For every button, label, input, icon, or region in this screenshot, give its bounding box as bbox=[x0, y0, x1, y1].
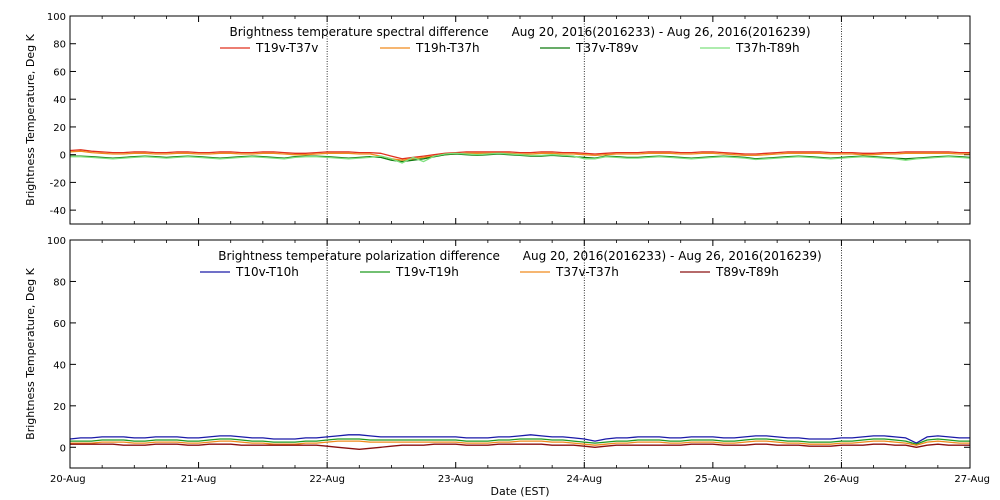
x-tick-label: 24-Aug bbox=[566, 474, 602, 485]
y-tick-label: 0 bbox=[60, 443, 66, 454]
y-tick-label: 60 bbox=[53, 67, 66, 78]
y-tick-label: 40 bbox=[53, 360, 66, 371]
x-tick-label: 26-Aug bbox=[824, 474, 860, 485]
y-tick-label: 40 bbox=[53, 95, 66, 106]
y-tick-label: 80 bbox=[53, 40, 66, 51]
legend-label: T10v-T10h bbox=[235, 265, 299, 279]
series-line-t19v-t37v bbox=[69, 149, 970, 160]
series-line-t37v-t89v bbox=[70, 153, 971, 163]
legend-label: T37v-T89v bbox=[575, 41, 638, 55]
y-tick-label: 60 bbox=[53, 319, 66, 330]
chart-title: Brightness temperature polarization diff… bbox=[218, 249, 821, 263]
series-line-t19v-t19h bbox=[70, 438, 970, 445]
y-axis-label: Brightness Temperature, Deg K bbox=[24, 33, 37, 205]
plot-frame bbox=[69, 239, 971, 469]
x-tick-label: 20-Aug bbox=[50, 474, 86, 485]
legend-label: T19v-T19h bbox=[395, 265, 459, 279]
y-tick-label: -20 bbox=[50, 178, 66, 189]
x-tick-label: 25-Aug bbox=[695, 474, 731, 485]
series-line-t19h-t37h bbox=[69, 150, 970, 161]
y-tick-label: 80 bbox=[53, 277, 66, 288]
y-tick-label: 20 bbox=[53, 402, 66, 413]
legend-label: T19h-T37h bbox=[415, 41, 480, 55]
legend-label: T37h-T89h bbox=[735, 41, 800, 55]
y-tick-label: 0 bbox=[60, 151, 66, 162]
y-axis-label: Brightness Temperature, Deg K bbox=[24, 267, 37, 439]
x-tick-label: 22-Aug bbox=[309, 474, 345, 485]
x-axis-label: Date (EST) bbox=[490, 485, 549, 498]
plot-frame bbox=[69, 15, 971, 225]
x-tick-label: 21-Aug bbox=[181, 474, 217, 485]
y-tick-label: 20 bbox=[53, 123, 66, 134]
series-line-t37v-t37h bbox=[70, 440, 970, 446]
series-line-t37h-t89h bbox=[70, 152, 971, 164]
y-tick-label: -40 bbox=[50, 206, 66, 217]
x-tick-label: 23-Aug bbox=[438, 474, 474, 485]
legend-label: T37v-T37h bbox=[555, 265, 619, 279]
legend-label: T19v-T37v bbox=[255, 41, 318, 55]
chart-title: Brightness temperature spectral differen… bbox=[229, 25, 810, 39]
y-tick-label: 100 bbox=[47, 12, 66, 23]
y-tick-label: 100 bbox=[47, 236, 66, 247]
series-line-t89v-t89h bbox=[70, 443, 970, 450]
series-line-t10v-t10h bbox=[69, 434, 970, 444]
x-tick-label: 27-Aug bbox=[954, 474, 990, 485]
legend-label: T89v-T89h bbox=[715, 265, 779, 279]
spectral-difference-panel: -40 -20 0 20 40 60 80 100 Brightness temperature… bbox=[24, 12, 971, 225]
polarization-difference-panel: 0 20 40 60 80 100 20-Aug 21-Aug 22-Aug 23-Aug 24-A… bbox=[24, 236, 990, 498]
